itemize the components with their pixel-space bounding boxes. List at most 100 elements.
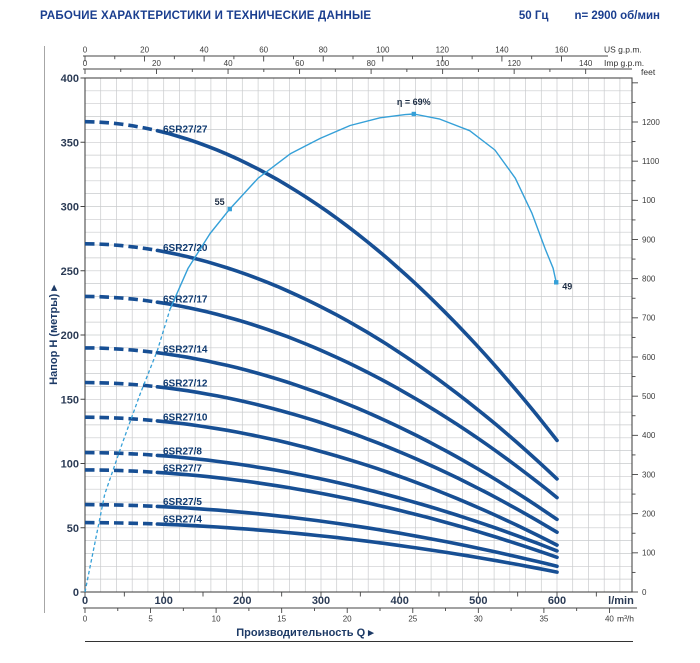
feet-axis: 0 100 200 300 400 500 600 700 800 900 100 1100 1200 f… [632,67,660,597]
meters-axis: 0 50 100 150 200 250 300 350 400 Напор H (метры) … [48,73,85,599]
x-axis-title: Производительность Q ▸ [236,627,374,639]
lmin-axis: 0 100 200 300 400 500 600 l/min [82,592,634,607]
imp-gpm-tick: 140 [579,59,593,68]
header-specs: 50 Гц n= 2900 об/мин [519,10,660,22]
imp-gpm-tick: 0 [83,59,88,68]
feet-tick: 900 [642,235,656,244]
us-gpm-tick: 20 [140,46,149,55]
us-gpm-tick: 120 [436,46,450,55]
lmin-tick: 100 [155,595,173,607]
feet-tick: 300 [642,470,656,479]
efficiency-point [554,280,559,285]
head-curve-6SR27/12 [155,385,559,534]
curve-label-6SR27/27: 6SR27/27 [163,124,208,135]
head-curve-dashed-6SR27/8 [84,450,158,458]
efficiency-point [411,111,417,117]
y-axis-title: Напор H (метры) ▸ [48,285,60,385]
meters-tick: 50 [67,523,79,535]
page-header: РАБОЧИЕ ХАРАКТЕРИСТИКИ И ТЕХНИЧЕСКИЕ ДАН… [40,10,660,22]
head-curve-dashed-6SR27/12 [84,380,158,389]
m3h-unit: m³/h [617,614,634,624]
curve-label-6SR27/20: 6SR27/20 [163,243,208,254]
head-curve-6SR27/4 [155,522,559,574]
m3h-tick: 30 [474,615,483,624]
head-curve-dashed-6SR27/5 [84,502,158,509]
us-gpm-tick: 140 [495,46,509,55]
m3h-tick: 40 [605,615,614,624]
feet-tick: 200 [642,510,656,519]
m3h-tick: 20 [343,615,352,624]
meters-tick: 0 [73,587,79,599]
head-curve-6SR27/8 [155,453,559,553]
feet-tick: 800 [642,275,656,284]
imp-gpm-tick: 60 [295,59,304,68]
feet-tick: 100 [642,196,656,205]
feet-tick: 1100 [642,157,660,166]
lmin-tick: 200 [233,595,251,607]
curve-label-6SR27/12: 6SR27/12 [163,379,208,390]
curve-label-6SR27/7: 6SR27/7 [163,463,202,474]
head-curve-dashed-6SR27/4 [84,520,158,526]
page-title: РАБОЧИЕ ХАРАКТЕРИСТИКИ И ТЕХНИЧЕСКИЕ ДАН… [40,10,372,22]
head-curve-6SR27/20 [155,248,559,481]
meters-tick: 400 [61,73,79,85]
efficiency-point [227,206,232,212]
meters-tick: 300 [61,202,79,214]
imp-gpm-tick: 20 [152,59,161,68]
imp-gpm-tick: 40 [224,59,233,68]
head-curve-dashed-6SR27/7 [84,468,158,475]
efficiency-peak-label: η = 69% [397,97,431,107]
efficiency-dashed [84,309,171,593]
meters-tick: 150 [61,394,79,406]
m3h-tick: 25 [408,615,417,624]
lmin-tick: 600 [548,595,566,607]
curve-label-6SR27/17: 6SR27/17 [163,295,208,306]
us-gpm-tick: 80 [319,46,328,55]
lmin-tick: 300 [312,595,330,607]
m3h-tick: 5 [148,615,153,624]
m3h-tick: 15 [277,615,286,624]
head-curve-6SR27/27 [155,128,559,443]
feet-tick: 1200 [642,118,660,127]
us-gpm-tick: 60 [259,46,268,55]
efficiency-value: 49 [562,281,572,291]
imp-gpm-tick: 120 [508,59,522,68]
curve-label-6SR27/4: 6SR27/4 [163,515,202,526]
imp-gpm-axis: 0 20 40 60 80 100 120 140 Imp g.p.m. [83,58,644,74]
curve-label-6SR27/14: 6SR27/14 [163,345,208,356]
curve-label-6SR27/8: 6SR27/8 [163,447,202,458]
m3h-axis: 0 5 10 15 20 25 30 35 40 m³/h [83,607,637,624]
m3h-tick: 10 [212,615,221,624]
x-axis-title-block: Производительность Q ▸ [85,627,633,642]
lmin-tick: 0 [82,595,88,607]
feet-tick: 400 [642,431,656,440]
frequency-label: 50 Гц [518,10,549,22]
meters-tick: 100 [61,459,79,471]
head-curve-6SR27/17 [155,300,559,500]
meters-tick: 350 [61,137,79,149]
m3h-tick: 0 [83,615,88,624]
head-curve-6SR27/7 [155,470,559,560]
us-gpm-tick: 160 [555,46,569,55]
curve-label-6SR27/5: 6SR27/5 [163,497,202,508]
lmin-tick: 400 [391,595,409,607]
lmin-unit: l/min [608,595,634,607]
us-gpm-unit: US g.p.m. [604,45,642,55]
efficiency-solid [169,113,557,310]
feet-unit: feet [641,67,656,77]
us-gpm-axis: 0 20 40 60 80 100 120 140 160 US g.p.m. [83,45,642,62]
feet-tick: 100 [642,549,656,558]
head-curve-dashed-6SR27/20 [84,242,158,253]
feet-tick: 700 [642,314,656,323]
meters-tick: 200 [61,330,79,342]
imp-gpm-unit: Imp g.p.m. [604,58,644,68]
speed-label: n= 2900 об/мин [574,10,660,22]
head-curve-dashed-6SR27/10 [84,415,158,423]
us-gpm-tick: 0 [83,46,88,55]
feet-tick: 0 [642,588,647,597]
head-curve-6SR27/10 [155,419,559,547]
head-curve-dashed-6SR27/17 [84,294,158,304]
efficiency-curve: 55 η = 69% 49 [84,97,572,593]
meters-tick: 250 [61,266,79,278]
